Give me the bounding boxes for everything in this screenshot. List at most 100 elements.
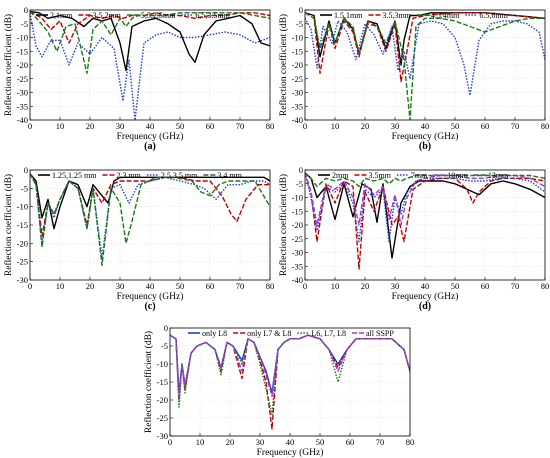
y-tick-label: 0 [24, 5, 28, 15]
y-axis-label: Reflection coefficient (dB) [3, 14, 14, 116]
x-tick-label: 0 [303, 281, 307, 291]
y-tick-label: -15 [292, 46, 303, 56]
y-tick-label: -25 [17, 74, 28, 84]
legend-label-1: 3.5,3mm [382, 11, 411, 20]
x-tick-label: 50 [176, 281, 185, 291]
series-line-2 [30, 10, 270, 75]
x-tick-label: 70 [236, 281, 245, 291]
y-tick-label: -20 [157, 395, 168, 405]
series-line-3 [305, 17, 545, 97]
y-tick-label: -15 [157, 377, 168, 387]
y-tick-label: 0 [164, 323, 168, 333]
legend-label-2: 7mm [411, 171, 428, 180]
y-tick-label: 0 [299, 165, 303, 175]
x-tick-label: 60 [206, 121, 215, 131]
series-line-1 [30, 173, 270, 237]
legend-label-0: 1.25,1.25 mm [52, 171, 97, 180]
x-tick-label: 40 [421, 281, 430, 291]
y-tick-label: -5 [161, 341, 168, 351]
legend-label-2: 4.5,4mm [431, 11, 460, 20]
x-tick-label: 80 [266, 281, 275, 291]
x-axis-label: Frequency (GHz) [392, 291, 459, 302]
y-tick-label: -15 [292, 206, 303, 216]
x-tick-label: 70 [236, 121, 245, 131]
legend-label-3: 3,4 mm [217, 171, 242, 180]
y-tick-label: -20 [17, 238, 28, 248]
x-tick-label: 40 [146, 281, 155, 291]
legend-label-0: 2,1mm [50, 11, 73, 20]
y-tick-label: -10 [292, 33, 303, 43]
y-axis-label: Reflection coefficient (dB) [143, 331, 154, 433]
x-axis-label: Frequency (GHz) [257, 447, 324, 458]
x-tick-label: 20 [86, 121, 95, 131]
y-tick-label: -5 [21, 183, 28, 193]
y-tick-label: -30 [292, 88, 303, 98]
legend-label-4: 13mm [488, 171, 509, 180]
x-tick-label: 10 [331, 121, 340, 131]
x-tick-label: 80 [266, 121, 275, 131]
panel-2: 0 10 20 30 40 50 60 70 80 0 -5 -10 -15 -20 -25 -30 Frequ… [3, 165, 274, 312]
y-tick-label: -10 [157, 359, 168, 369]
y-tick-label: -35 [292, 261, 303, 271]
y-tick-label: -30 [157, 431, 168, 441]
panel-0: 0 10 20 30 40 50 60 70 80 0 -5 -10 -15 -20 -25 -30 -35 -4… [3, 5, 274, 152]
series-line-2 [30, 173, 270, 259]
y-tick-label: -15 [17, 46, 28, 56]
x-tick-label: 30 [116, 281, 125, 291]
panel-4: 0 10 20 30 40 50 60 70 80 0 -5 -10 -15 -20 -25 -30 Frequ… [143, 323, 414, 458]
series-line-3 [30, 173, 270, 266]
x-tick-label: 30 [391, 121, 400, 131]
panel-label: (a) [144, 141, 156, 152]
y-tick-label: -30 [17, 88, 28, 98]
x-tick-label: 60 [206, 281, 215, 291]
legend-label-0: only L8 [202, 329, 227, 338]
x-axis-label: Frequency (GHz) [117, 131, 184, 142]
panel-label: (c) [144, 301, 155, 312]
legend-label-1: only L7 & L8 [247, 329, 291, 338]
y-tick-label: -40 [292, 115, 303, 125]
y-tick-label: 0 [24, 165, 28, 175]
y-tick-label: -5 [296, 179, 303, 189]
x-tick-label: 80 [406, 437, 415, 447]
x-axis-label: Frequency (GHz) [392, 131, 459, 142]
legend-label-1: 3,5,2mm [92, 11, 121, 20]
y-tick-label: 0 [299, 5, 303, 15]
x-tick-label: 10 [56, 281, 65, 291]
y-tick-label: -5 [21, 19, 28, 29]
series-line-1 [30, 10, 270, 44]
series-line-2 [170, 334, 410, 416]
panel-3: 0 10 20 30 40 50 60 70 80 0 -5 -10 -15 -20 -25 -30 -35 -4… [278, 165, 549, 312]
y-tick-label: -5 [296, 19, 303, 29]
legend-label-2: 2.5,3.5 mm [161, 171, 198, 180]
y-tick-label: -35 [292, 101, 303, 111]
y-tick-label: -20 [292, 60, 303, 70]
x-tick-label: 80 [541, 281, 550, 291]
x-tick-label: 40 [286, 437, 295, 447]
legend-label-2: 5,5,2.5mm [141, 11, 176, 20]
series-line-0 [30, 10, 270, 72]
y-tick-label: -25 [157, 413, 168, 423]
x-tick-label: 20 [226, 437, 235, 447]
y-tick-label: -10 [17, 202, 28, 212]
y-tick-label: -40 [292, 275, 303, 285]
panel-label: (d) [419, 301, 431, 312]
x-tick-label: 10 [196, 437, 205, 447]
series-line-3 [170, 334, 410, 398]
legend-label-3: all SSPP [366, 329, 394, 338]
x-tick-label: 0 [303, 121, 307, 131]
y-tick-label: -30 [292, 248, 303, 258]
legend-label-3: 6.5,6mm [479, 11, 508, 20]
x-tick-label: 60 [481, 121, 490, 131]
x-tick-label: 50 [451, 281, 460, 291]
y-tick-label: -10 [292, 193, 303, 203]
legend-label-1: 3.5mm [368, 171, 391, 180]
legend-label-3: 6,5,3.5mm [195, 11, 230, 20]
series-line-1 [305, 12, 545, 83]
x-tick-label: 30 [116, 121, 125, 131]
y-axis-label: Reflection coefficient (dB) [3, 174, 14, 276]
x-tick-label: 70 [376, 437, 385, 447]
x-tick-label: 20 [361, 281, 370, 291]
y-axis-label: Reflection coefficient (dB) [278, 14, 289, 116]
series-line-3 [305, 172, 545, 226]
